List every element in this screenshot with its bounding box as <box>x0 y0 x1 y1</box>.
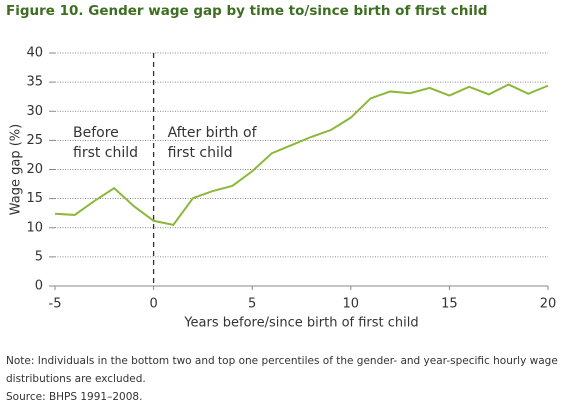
y-tick-label: 0 <box>35 279 43 294</box>
y-tick-label: 20 <box>26 162 43 177</box>
y-tick-label: 30 <box>26 104 43 119</box>
annotation: first child <box>168 145 233 161</box>
chart-title: Figure 10. Gender wage gap by time to/si… <box>6 3 488 19</box>
x-tick-label: 20 <box>540 297 557 312</box>
x-tick-label: 10 <box>343 297 360 312</box>
y-tick-label: 25 <box>26 133 43 148</box>
note: Note: Individuals in the bottom two and … <box>6 355 558 385</box>
annotation: first child <box>73 145 138 161</box>
annotation: Before <box>73 125 119 141</box>
x-axis-label: Years before/since birth of first child <box>183 316 418 331</box>
y-axis-label: Wage gap (%) <box>9 124 24 215</box>
y-tick-label: 5 <box>35 249 43 264</box>
source: Source: BHPS 1991–2008. <box>6 391 143 403</box>
annotation: After birth of <box>168 125 258 141</box>
y-tick-label: 15 <box>26 191 43 206</box>
line-series <box>54 83 549 226</box>
y-tick-label: 10 <box>26 220 43 235</box>
x-tick-label: -5 <box>49 297 62 312</box>
x-tick-label: 15 <box>441 297 458 312</box>
x-tick-label: 5 <box>248 297 256 312</box>
y-tick-label: 40 <box>26 46 43 61</box>
y-tick-label: 35 <box>26 75 43 90</box>
x-tick-label: 0 <box>149 297 157 312</box>
chart: 0 5 10 15 20 25 30 35 40 -5 0 5 10 15 20 Years before/s… <box>9 46 557 331</box>
